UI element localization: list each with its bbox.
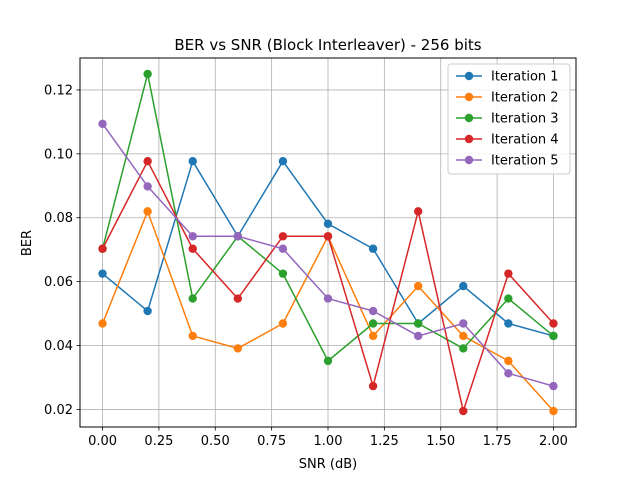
- data-point: [278, 319, 288, 328]
- legend-item: Iteration 4: [456, 133, 559, 148]
- data-point: [504, 369, 513, 378]
- data-point: [323, 232, 333, 241]
- x-tick-label: 1.25: [370, 434, 399, 449]
- legend-marker: [464, 71, 474, 81]
- x-tick-label: 2.00: [539, 434, 568, 449]
- data-point: [368, 319, 378, 328]
- y-tick-label: 0.08: [44, 211, 73, 226]
- plot-frame: [79, 57, 577, 428]
- data-point: [98, 244, 107, 253]
- x-tick-label: 1.00: [314, 434, 343, 449]
- y-tick-label: 0.12: [44, 83, 73, 98]
- data-point: [459, 331, 468, 341]
- legend: Iteration 1 Iteration 2 Iteration 3 Iterati…: [447, 63, 571, 175]
- data-point: [188, 331, 197, 341]
- data-point: [459, 319, 468, 328]
- data-point: [413, 281, 423, 291]
- axis-ticks: 0.00 0.25 0.50 0.75 1.00 1.25 1.50 1.75 2.00 0.02…: [44, 83, 568, 449]
- legend-box: [447, 63, 571, 175]
- legend-marker: [464, 155, 474, 165]
- data-point: [504, 294, 513, 303]
- data-point: [504, 269, 513, 278]
- legend-label: Iteration 5: [491, 154, 559, 169]
- data-point: [504, 356, 513, 366]
- data-point: [98, 119, 107, 129]
- legend-label: Iteration 1: [491, 70, 559, 85]
- data-point: [278, 269, 288, 278]
- legend-item: Iteration 5: [456, 154, 559, 169]
- data-point: [188, 294, 197, 303]
- legend-item: Iteration 3: [456, 112, 559, 127]
- series-5: [98, 119, 558, 391]
- x-tick-label: 1.75: [483, 434, 512, 449]
- y-tick-label: 0.10: [44, 147, 73, 162]
- data-point: [233, 294, 243, 303]
- data-point: [143, 182, 152, 191]
- data-point: [549, 381, 558, 391]
- data-point: [413, 331, 423, 341]
- data-point: [459, 406, 468, 416]
- x-axis-label: SNR (dB): [299, 457, 357, 472]
- data-point: [549, 319, 558, 328]
- data-point: [98, 269, 107, 278]
- data-point: [549, 331, 558, 341]
- x-tick-label: 0.00: [88, 434, 117, 449]
- legend-label: Iteration 2: [491, 91, 559, 106]
- data-point: [188, 156, 197, 166]
- legend-marker: [464, 134, 474, 144]
- data-point: [233, 344, 243, 353]
- chart-title: BER vs SNR (Block Interleaver) - 256 bit…: [174, 36, 481, 54]
- data-point: [188, 232, 197, 241]
- y-axis-label: BER: [20, 230, 35, 256]
- data-point: [549, 406, 558, 416]
- legend-marker: [464, 113, 474, 123]
- data-point: [459, 344, 468, 353]
- data-point: [413, 207, 423, 216]
- data-point: [233, 232, 243, 241]
- data-point: [278, 232, 288, 241]
- data-point: [368, 381, 378, 391]
- data-point: [143, 156, 152, 166]
- x-tick-label: 0.25: [144, 434, 173, 449]
- data-point: [278, 244, 288, 253]
- data-point: [143, 69, 152, 79]
- data-point: [323, 294, 333, 303]
- data-point: [323, 356, 333, 366]
- data-point: [98, 319, 107, 328]
- data-point: [368, 306, 378, 316]
- legend-label: Iteration 4: [491, 133, 559, 148]
- data-point: [368, 244, 378, 253]
- series-lines: [98, 69, 558, 416]
- legend-label: Iteration 3: [491, 112, 559, 127]
- x-tick-label: 0.75: [257, 434, 286, 449]
- data-point: [143, 306, 152, 316]
- y-tick-label: 0.06: [44, 275, 73, 290]
- data-point: [188, 244, 197, 253]
- data-point: [504, 319, 513, 328]
- data-point: [368, 331, 378, 341]
- data-point: [323, 219, 333, 229]
- data-point: [413, 319, 423, 328]
- x-tick-label: 1.50: [426, 434, 455, 449]
- y-tick-label: 0.02: [44, 403, 73, 418]
- legend-item: Iteration 1: [456, 70, 559, 85]
- legend-item: Iteration 2: [456, 91, 559, 106]
- data-point: [278, 156, 288, 166]
- data-point: [459, 281, 468, 291]
- legend-marker: [464, 92, 474, 102]
- y-tick-label: 0.04: [44, 339, 73, 354]
- data-point: [143, 207, 152, 216]
- x-tick-label: 0.50: [201, 434, 230, 449]
